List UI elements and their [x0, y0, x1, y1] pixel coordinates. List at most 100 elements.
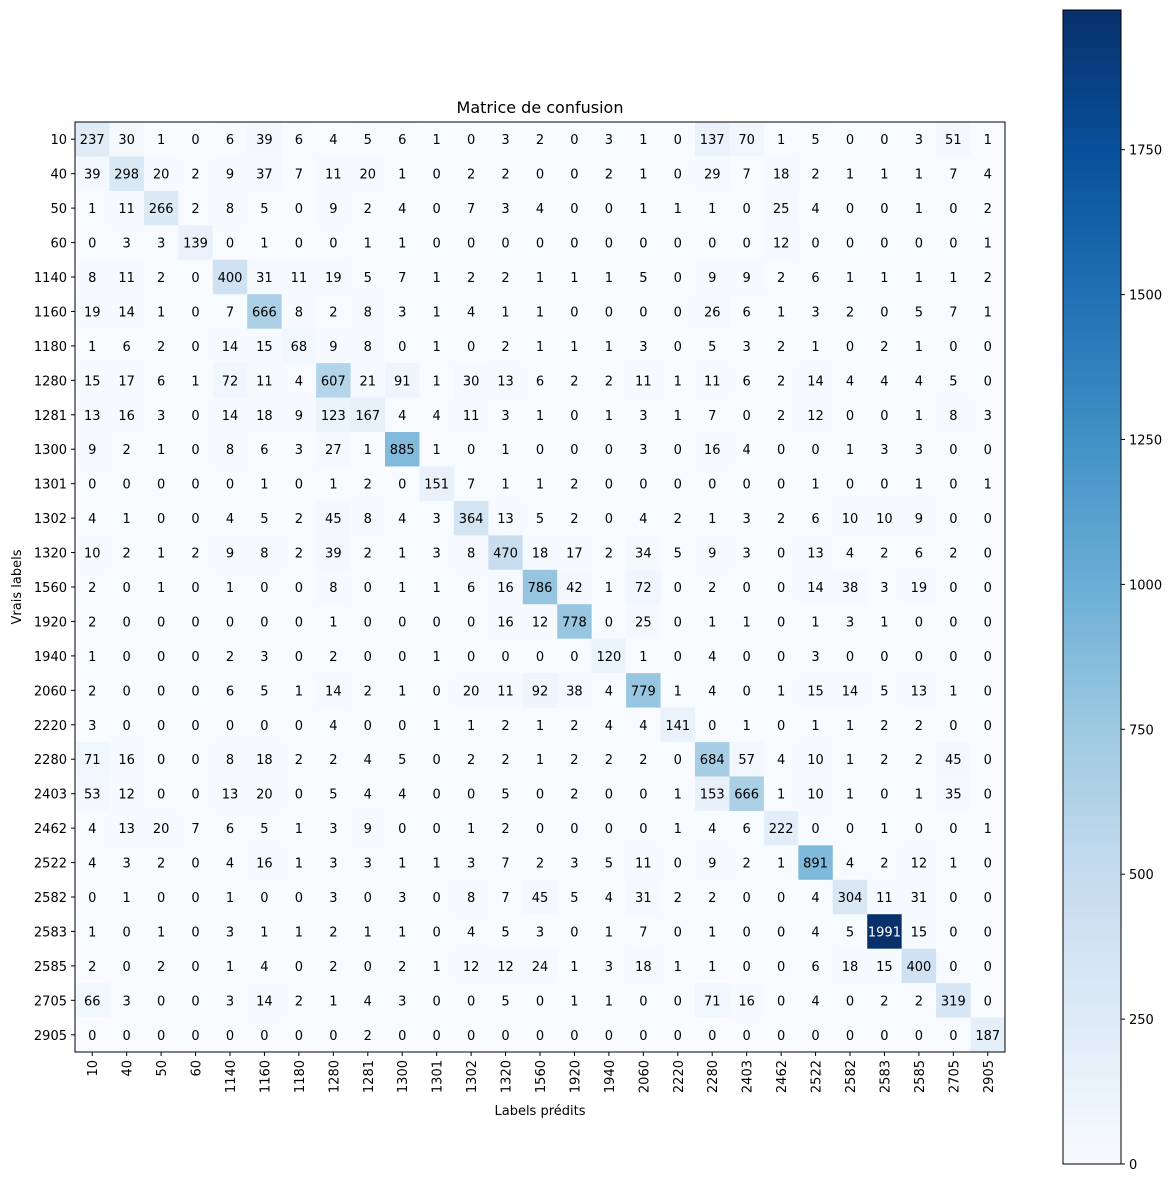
- heatmap-cell: [453, 1017, 489, 1053]
- cell-value-label: 2: [191, 547, 199, 562]
- x-tick-label: 2403: [741, 1060, 756, 1093]
- heatmap-cell: [316, 638, 352, 674]
- heatmap-cell: [419, 707, 455, 743]
- heatmap-cell: [867, 810, 903, 846]
- heatmap-cell: [798, 328, 834, 364]
- cell-value-label: 123: [321, 409, 346, 424]
- heatmap-cell: [832, 466, 868, 502]
- cell-value-label: 2: [295, 753, 303, 768]
- cell-value-label: 7: [708, 409, 716, 424]
- heatmap-cell: [419, 810, 455, 846]
- heatmap-cell: [660, 569, 696, 605]
- cell-value-label: 222: [769, 822, 794, 837]
- cell-value-label: 5: [501, 994, 509, 1009]
- cell-value-label: 6: [536, 374, 544, 389]
- heatmap-cell: [557, 122, 593, 157]
- heatmap-cell: [385, 776, 420, 812]
- heatmap-cell: [75, 948, 110, 984]
- cell-value-label: 2: [226, 650, 234, 665]
- heatmap-cell: [660, 466, 696, 502]
- heatmap-cell: [385, 673, 420, 709]
- heatmap-cell: [591, 190, 627, 226]
- cell-value-label: 0: [88, 478, 96, 493]
- heatmap-cell: [798, 190, 834, 226]
- cell-value-label: 0: [191, 133, 199, 148]
- cell-value-label: 16: [704, 443, 721, 458]
- cell-value-label: 0: [191, 994, 199, 1009]
- cell-value-label: 8: [88, 271, 96, 286]
- heatmap-cell: [626, 466, 662, 502]
- cell-value-label: 1: [123, 891, 131, 906]
- heatmap-cell: [970, 156, 1006, 192]
- cell-value-label: 0: [605, 512, 613, 527]
- cell-value-label: 0: [605, 443, 613, 458]
- cell-value-label: 0: [846, 340, 854, 355]
- heatmap-cell: [522, 810, 558, 846]
- heatmap-cell: [591, 845, 627, 881]
- y-tick-label: 2905: [34, 1029, 67, 1044]
- cell-value-label: 3: [880, 443, 888, 458]
- cell-value-label: 1: [570, 994, 578, 1009]
- cell-value-label: 1: [536, 271, 544, 286]
- heatmap-cell: [143, 432, 179, 467]
- cell-value-label: 0: [984, 650, 992, 665]
- heatmap-cell: [798, 983, 834, 1019]
- heatmap-cell: [143, 363, 179, 399]
- cell-value-label: 3: [639, 409, 647, 424]
- heatmap-cell: [557, 500, 593, 536]
- cell-value-label: 20: [463, 684, 480, 699]
- cell-value-label: 25: [773, 202, 790, 217]
- heatmap-cell: [143, 638, 179, 674]
- heatmap-cell: [660, 845, 696, 881]
- heatmap-cell: [281, 535, 317, 571]
- heatmap-cell: [522, 707, 558, 743]
- cell-value-label: 0: [536, 168, 544, 183]
- heatmap-cell: [901, 569, 937, 605]
- cell-value-label: 1: [398, 547, 406, 562]
- cell-value-label: 2: [329, 753, 337, 768]
- heatmap-cell: [695, 466, 730, 502]
- heatmap-cell: [660, 363, 696, 399]
- heatmap-cell: [867, 535, 903, 571]
- cell-value-label: 2: [467, 271, 475, 286]
- heatmap-cell: [385, 500, 420, 536]
- heatmap-cell: [178, 673, 214, 709]
- heatmap-cell: [901, 122, 937, 157]
- cell-value-label: 38: [566, 684, 583, 699]
- cell-value-label: 1: [398, 857, 406, 872]
- heatmap-cell: [936, 810, 972, 846]
- cell-value-label: 1: [846, 753, 854, 768]
- cell-value-label: 266: [149, 202, 174, 217]
- cell-value-label: 1: [501, 478, 509, 493]
- cell-value-label: 0: [226, 615, 234, 630]
- cell-value-label: 0: [536, 822, 544, 837]
- heatmap-cell: [591, 466, 627, 502]
- heatmap-cell: [75, 190, 110, 226]
- chart-title: Matrice de confusion: [457, 98, 624, 117]
- heatmap-cell: [350, 569, 386, 605]
- heatmap-cell: [488, 569, 524, 605]
- heatmap-cell: [178, 156, 214, 192]
- cell-value-label: 0: [433, 684, 441, 699]
- cell-value-label: 11: [497, 684, 514, 699]
- cell-value-label: 18: [773, 168, 790, 183]
- cell-value-label: 4: [398, 409, 406, 424]
- heatmap-cell: [453, 810, 489, 846]
- heatmap-cell: [970, 742, 1006, 777]
- cell-value-label: 6: [743, 374, 751, 389]
- heatmap-cell: [488, 707, 524, 743]
- cell-value-label: 1: [433, 443, 441, 458]
- heatmap-cell: [591, 948, 627, 984]
- cell-value-label: 1: [743, 615, 751, 630]
- cell-value-label: 0: [674, 443, 682, 458]
- heatmap-cell: [385, 190, 420, 226]
- heatmap-cell: [75, 535, 110, 571]
- cell-value-label: 4: [846, 374, 854, 389]
- y-tick-label: 2462: [34, 822, 67, 837]
- cell-value-label: 0: [811, 443, 819, 458]
- heatmap-cell: [247, 604, 283, 640]
- cell-value-label: 1: [674, 960, 682, 975]
- heatmap-cell: [488, 776, 524, 812]
- cell-value-label: 1: [157, 443, 165, 458]
- heatmap-cell: [867, 845, 903, 881]
